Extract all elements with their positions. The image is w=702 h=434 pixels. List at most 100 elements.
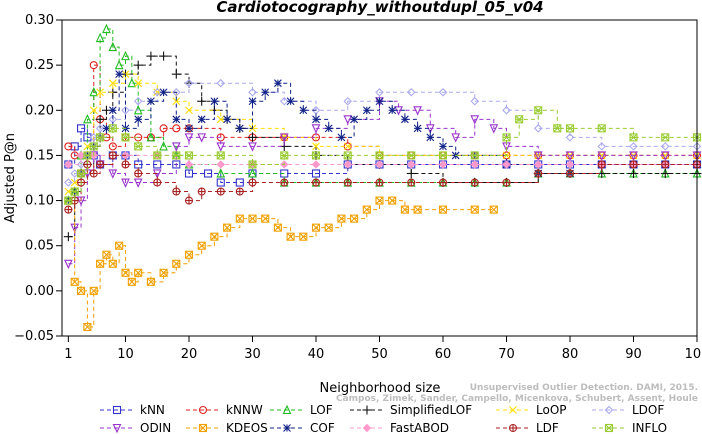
point-knn-17	[311, 169, 321, 178]
series-line-knn	[68, 127, 697, 184]
point-inflo-2	[77, 169, 86, 178]
point-ldof-18	[406, 87, 416, 97]
point-odin-14	[248, 142, 257, 152]
point-knn-14	[235, 178, 244, 187]
point-ldf-22	[470, 178, 479, 187]
point-kdeos-18	[223, 223, 232, 232]
legend-label-inflo: INFLO	[632, 421, 667, 434]
point-kdeos-10	[127, 277, 136, 286]
point-odin-29	[629, 151, 638, 161]
point-knn-11	[184, 169, 194, 178]
legend-item-loop: LoOP	[496, 403, 567, 417]
point-kdeos-20	[248, 214, 257, 223]
y-tick-label-7: 0.30	[25, 13, 54, 28]
legend-item-ldof: LDOF	[592, 403, 664, 417]
series-marks	[63, 23, 702, 332]
point-odin-17	[343, 115, 353, 125]
point-fastabod-17	[565, 160, 575, 169]
point-kdeos-36	[489, 205, 498, 214]
point-ldf-11	[184, 196, 194, 205]
point-inflo-8	[134, 142, 143, 151]
watermark-citation: Unsupervised Outlier Detection. DAMI, 20…	[470, 383, 698, 393]
point-kdeos-19	[235, 214, 244, 223]
legend-marker-lof	[282, 404, 292, 415]
point-kdeos-14	[172, 259, 181, 268]
point-ldf-24	[534, 169, 543, 178]
point-loop-5	[96, 88, 104, 97]
point-fastabod-6	[216, 160, 225, 169]
point-cof-23	[299, 106, 308, 115]
point-cof-13	[172, 115, 181, 124]
point-loop-11	[185, 106, 193, 115]
point-simplifiedlof-0	[63, 232, 73, 242]
point-kdeos-23	[286, 232, 295, 241]
point-inflo-0	[64, 196, 73, 205]
point-knn-13	[216, 178, 225, 187]
point-inflo-13	[248, 160, 257, 169]
point-kdeos-17	[210, 232, 219, 241]
point-inflo-11	[184, 151, 194, 160]
point-odin-13	[216, 142, 226, 152]
point-inflo-9	[153, 151, 162, 160]
x-tick-label-70: 70	[498, 347, 515, 362]
point-lof-16	[216, 168, 226, 178]
point-ldf-4	[89, 169, 98, 178]
point-ldof-12	[216, 78, 226, 88]
point-kdeos-2	[77, 286, 86, 295]
legend-marker-knnw	[198, 405, 208, 415]
point-loop-8	[134, 79, 143, 88]
point-odin-12	[197, 133, 207, 143]
x-tick-label-60: 60	[435, 347, 452, 362]
point-inflo-28	[661, 133, 670, 142]
point-lof-8	[114, 59, 124, 70]
point-cof-11	[147, 97, 155, 106]
legend-marker-simplifiedlof	[362, 405, 372, 415]
point-cof-29	[375, 97, 384, 106]
point-fastabod-5	[184, 160, 194, 169]
point-kdeos-26	[324, 223, 333, 232]
point-knn-9	[153, 160, 162, 169]
point-simplifiedlof-30	[629, 168, 638, 178]
point-ldf-5	[96, 160, 105, 169]
y-tick-label-6: 0.25	[25, 58, 54, 73]
y-tick-label-2: 0.05	[25, 239, 54, 254]
x-tick-label-90: 90	[625, 347, 642, 362]
point-inflo-15	[311, 151, 321, 160]
point-loop-26	[661, 151, 670, 160]
point-ldof-22	[533, 124, 543, 133]
point-inflo-21	[502, 133, 511, 142]
point-odin-15	[279, 133, 289, 143]
point-ldf-28	[661, 160, 670, 169]
legend-item-fastabod: FastABOD	[350, 421, 449, 434]
point-kdeos-5	[96, 259, 105, 268]
point-simplifiedlof-31	[660, 168, 670, 178]
point-knnw-4	[89, 61, 98, 70]
point-simplifiedlof-18	[248, 132, 257, 142]
point-cof-34	[439, 142, 447, 151]
point-odin-28	[597, 151, 607, 161]
point-ldof-17	[375, 87, 384, 97]
point-ldof-8	[133, 96, 143, 106]
point-ldf-14	[235, 187, 244, 196]
point-lof-10	[127, 77, 137, 88]
series-line-loop	[68, 73, 697, 193]
point-fastabod-14	[470, 160, 479, 169]
point-cof-21	[274, 79, 282, 88]
x-tick-label-100: 100	[685, 347, 702, 362]
point-lof-17	[248, 168, 257, 178]
legend-label-lof: LOF	[310, 403, 333, 417]
point-cof-22	[286, 97, 295, 106]
series-line-cof	[68, 73, 697, 202]
point-kdeos-3	[83, 322, 92, 332]
series-line-ldof	[68, 82, 697, 184]
legend-label-odin: ODIN	[140, 421, 171, 434]
point-kdeos-7	[108, 259, 117, 268]
point-kdeos-28	[350, 214, 359, 223]
series-kdeos	[64, 196, 498, 332]
point-loop-4	[89, 106, 98, 115]
point-lof-12	[146, 132, 156, 142]
point-ldf-25	[565, 169, 575, 178]
point-odin-23	[470, 115, 480, 125]
point-kdeos-1	[70, 277, 79, 286]
legend-label-ldf: LDF	[536, 421, 559, 434]
